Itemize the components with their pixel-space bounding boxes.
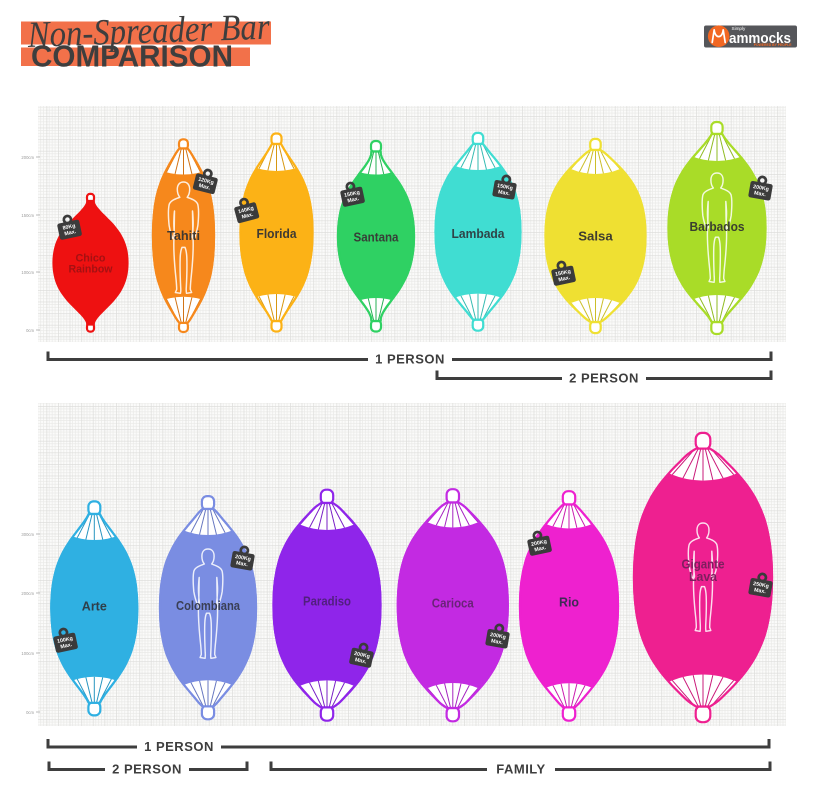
- svg-text:Max.: Max.: [491, 638, 504, 646]
- svg-text:150Kg: 150Kg: [344, 190, 361, 199]
- svg-text:150Kg: 150Kg: [555, 269, 572, 278]
- svg-text:Non-Spreader Bar: Non-Spreader Bar: [26, 7, 271, 56]
- svg-text:150cm: 150cm: [21, 213, 34, 218]
- svg-text:Paradiso: Paradiso: [303, 594, 351, 609]
- svg-text:200cm: 200cm: [21, 591, 34, 596]
- svg-text:Tahiti: Tahiti: [167, 228, 200, 243]
- svg-text:100Kg: 100Kg: [57, 636, 74, 645]
- svg-text:100cm: 100cm: [21, 651, 34, 656]
- svg-text:Max.: Max.: [498, 189, 511, 197]
- svg-text:Lambada: Lambada: [452, 226, 506, 241]
- svg-text:Chico: Chico: [76, 253, 106, 265]
- svg-text:ammocks: ammocks: [729, 31, 791, 47]
- svg-text:120Kg: 120Kg: [197, 177, 214, 187]
- svg-text:Max.: Max.: [60, 642, 73, 650]
- svg-text:Max.: Max.: [754, 587, 767, 595]
- svg-text:Max.: Max.: [64, 229, 77, 237]
- svg-text:Max.: Max.: [558, 275, 571, 283]
- svg-text:Carioca: Carioca: [432, 596, 475, 611]
- svg-text:Simply: Simply: [732, 26, 746, 31]
- svg-text:COMPARISON: COMPARISON: [31, 39, 233, 74]
- svg-text:200Kg: 200Kg: [354, 651, 371, 660]
- svg-text:Rainbow: Rainbow: [69, 264, 113, 276]
- svg-text:0cm: 0cm: [26, 328, 34, 333]
- svg-text:300cm: 300cm: [21, 532, 34, 537]
- svg-text:1 PERSON: 1 PERSON: [144, 739, 214, 754]
- svg-text:FAMILY: FAMILY: [496, 762, 545, 777]
- svg-text:Salsa: Salsa: [578, 229, 613, 244]
- svg-text:Arte: Arte: [82, 600, 107, 614]
- svg-text:Max.: Max.: [236, 560, 249, 568]
- svg-text:Max.: Max.: [198, 183, 211, 192]
- svg-text:2 PERSON: 2 PERSON: [569, 371, 639, 386]
- svg-text:Barbados: Barbados: [690, 219, 745, 234]
- svg-text:Max.: Max.: [347, 196, 360, 204]
- svg-text:150Kg: 150Kg: [497, 183, 514, 192]
- svg-text:200cm: 200cm: [21, 155, 34, 160]
- svg-text:Max.: Max.: [534, 545, 547, 553]
- svg-text:POWERED BY PEOPLE: POWERED BY PEOPLE: [754, 43, 793, 47]
- svg-text:200Kg: 200Kg: [753, 184, 770, 193]
- svg-text:200Kg: 200Kg: [235, 554, 252, 563]
- svg-text:Max.: Max.: [354, 657, 367, 665]
- svg-text:0cm: 0cm: [26, 710, 34, 715]
- svg-text:Colombiana: Colombiana: [176, 598, 241, 613]
- svg-text:2 PERSON: 2 PERSON: [112, 762, 182, 777]
- svg-text:1 PERSON: 1 PERSON: [375, 352, 445, 367]
- svg-text:Florida: Florida: [257, 226, 298, 241]
- svg-text:140Kg: 140Kg: [238, 205, 255, 215]
- svg-text:Max.: Max.: [241, 212, 254, 221]
- svg-text:Santana: Santana: [354, 230, 400, 245]
- svg-text:200Kg: 200Kg: [531, 539, 548, 548]
- svg-text:100cm: 100cm: [21, 270, 34, 275]
- svg-text:Gigante: Gigante: [682, 558, 725, 572]
- svg-text:250Kg: 250Kg: [753, 581, 770, 590]
- svg-text:200Kg: 200Kg: [490, 632, 507, 641]
- svg-text:Lava: Lava: [689, 570, 718, 584]
- svg-text:Rio: Rio: [559, 596, 579, 610]
- svg-text:Max.: Max.: [754, 190, 767, 198]
- svg-text:80Kg: 80Kg: [62, 223, 76, 232]
